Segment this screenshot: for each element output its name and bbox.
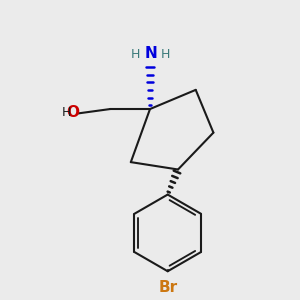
Text: Br: Br — [158, 280, 177, 295]
Text: H: H — [131, 48, 140, 61]
Text: N: N — [144, 46, 157, 61]
Text: H: H — [61, 106, 70, 119]
Text: O: O — [66, 105, 79, 120]
Text: H: H — [161, 48, 171, 61]
